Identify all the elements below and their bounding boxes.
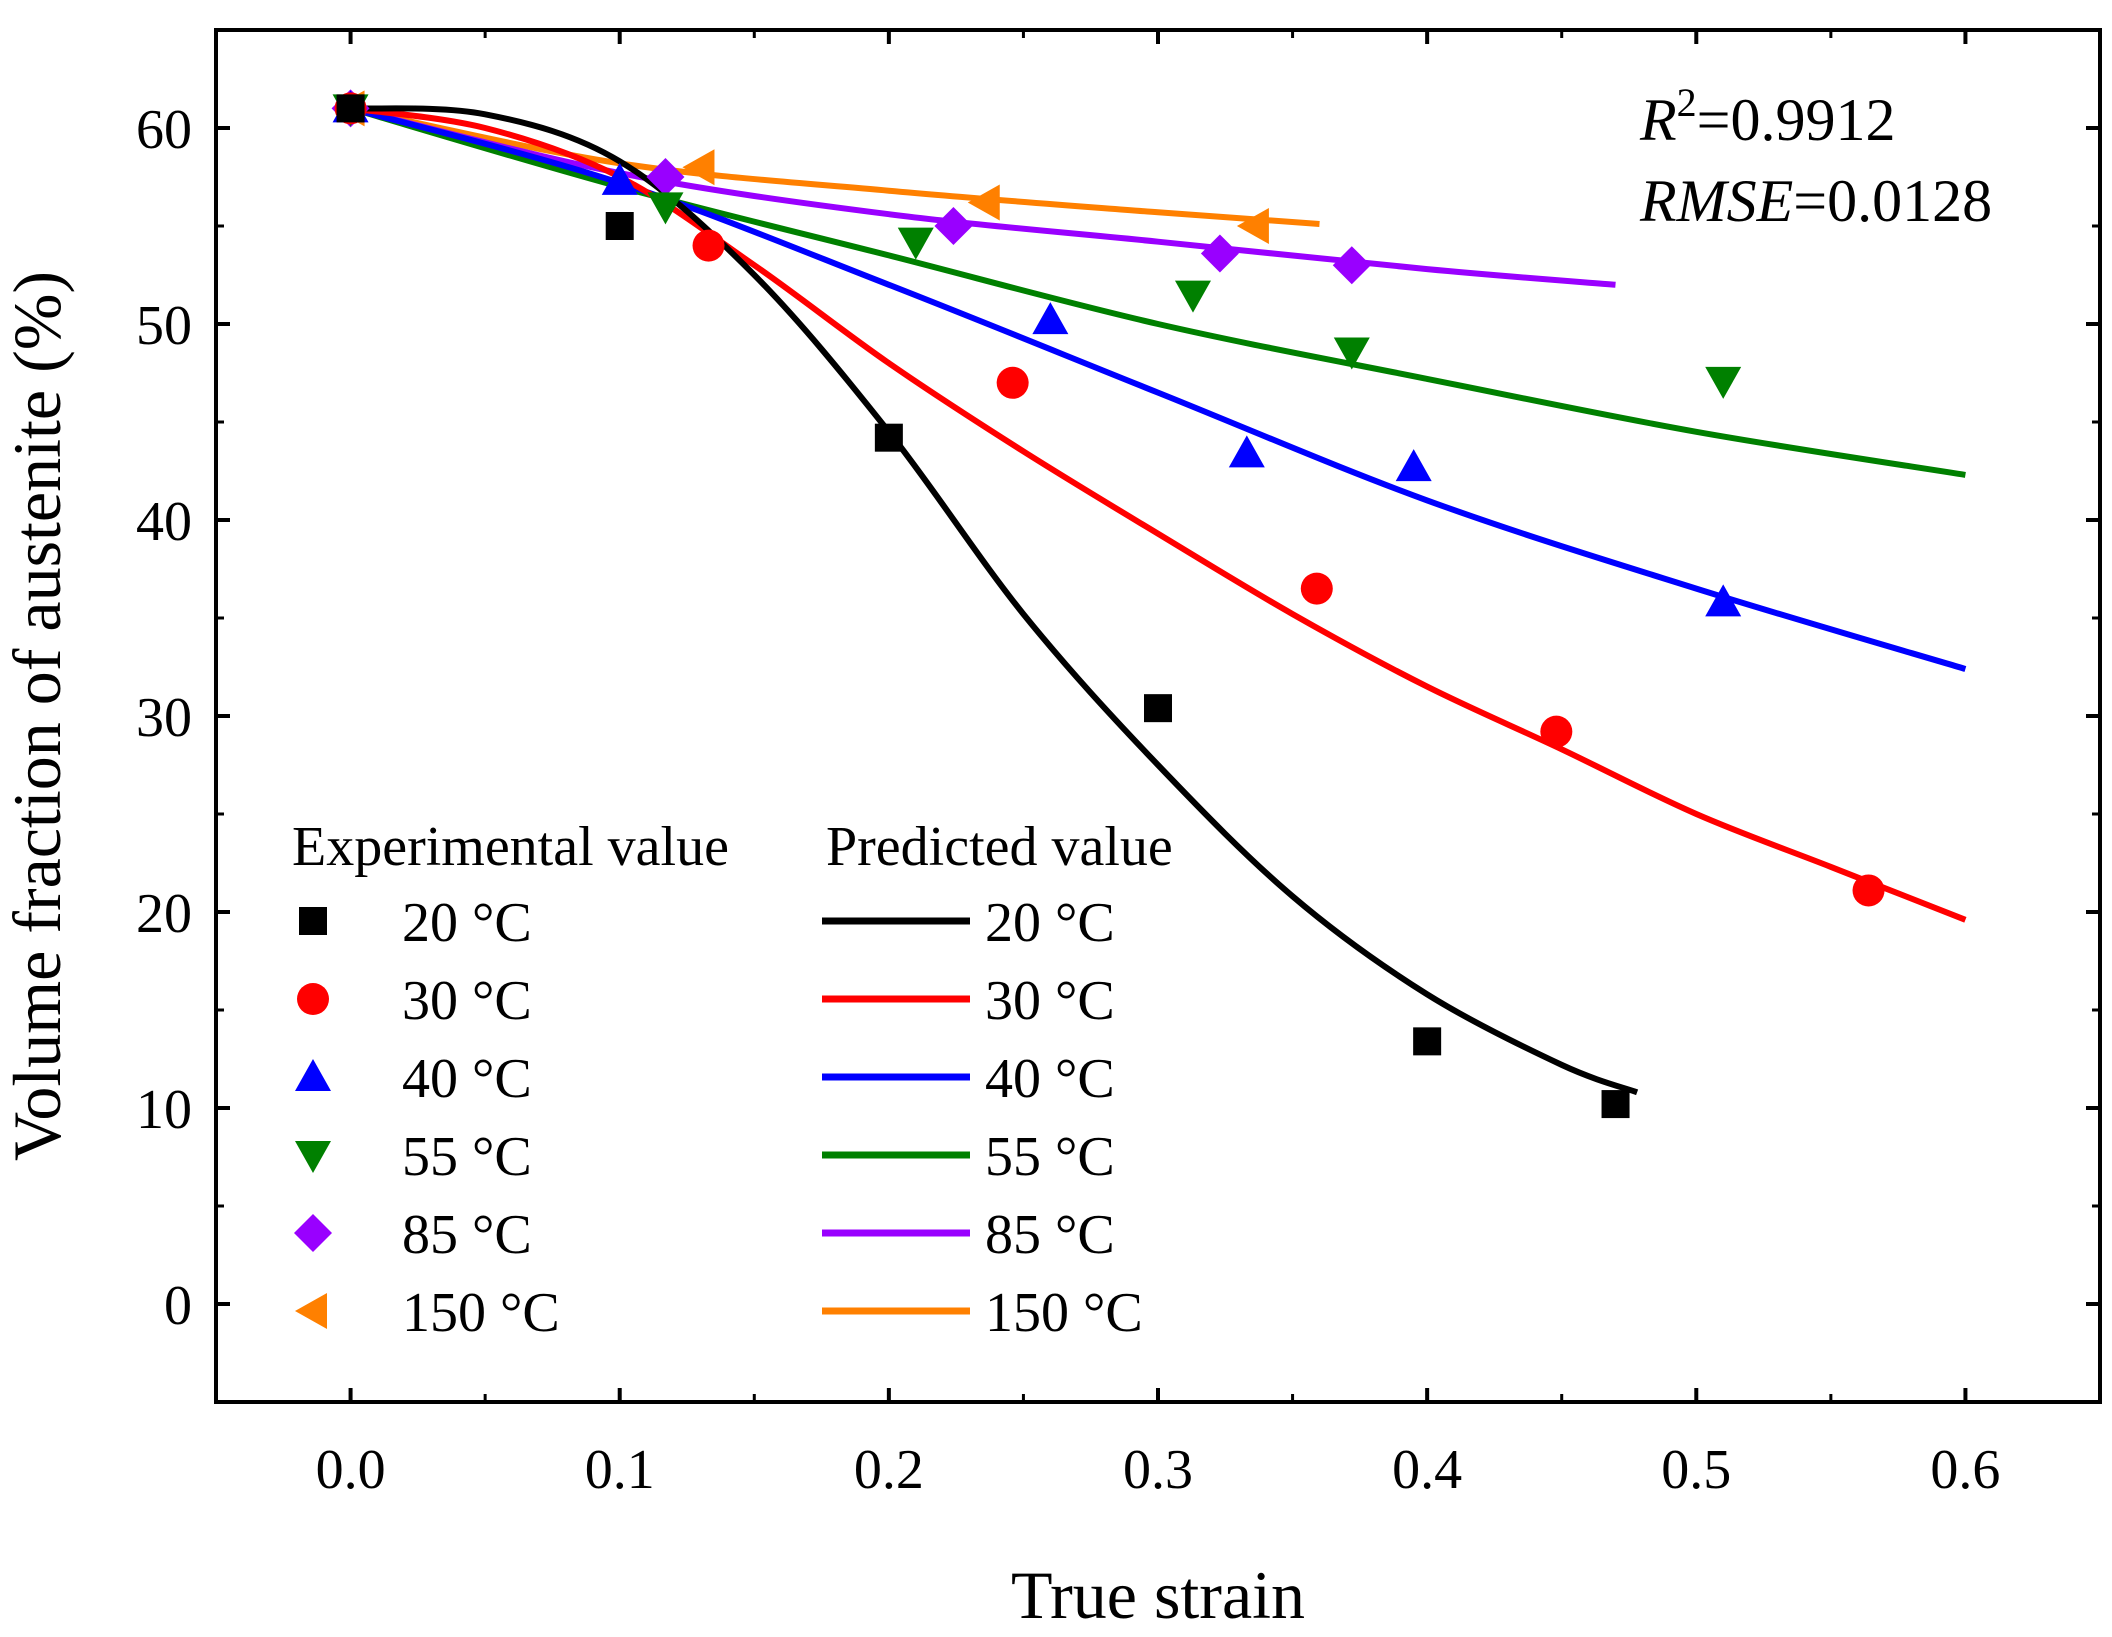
data-point-40CC — [601, 162, 638, 195]
legend-rows: 20 °C 20 °C 30 °C 30 °C 40 °C 40 °C 55 °C 55 °C… — [294, 892, 1143, 1344]
data-point-150CC — [967, 184, 1000, 221]
legend-label-experimental: 30 °C — [402, 970, 532, 1032]
predicted-line-20CC — [350, 105, 1639, 1096]
data-point-55CC — [1333, 337, 1370, 370]
legend-label-predicted: 40 °C — [985, 1048, 1115, 1110]
y-axis-label: Volume fraction of austenite (%) — [0, 271, 75, 1161]
data-point-20CC — [605, 212, 634, 240]
legend-label-experimental: 85 °C — [402, 1204, 532, 1266]
x-axis-label: True strain — [1011, 1557, 1305, 1633]
data-point-40CC — [1032, 302, 1069, 335]
legend-label-predicted: 20 °C — [985, 892, 1115, 954]
r-squared-symbol: R — [1639, 87, 1677, 153]
predicted-line-85CC — [349, 105, 1616, 288]
r-squared-label: R2=0.9912 — [1639, 80, 1896, 153]
predicted-line-150CC — [350, 105, 1320, 227]
data-point-40CC — [1395, 449, 1432, 482]
data-point-40CC — [1228, 435, 1265, 468]
x-tick-label: 0.5 — [1661, 1439, 1731, 1501]
y-tick-label: 30 — [136, 687, 192, 749]
data-point-55CC — [897, 227, 934, 260]
legend: Experimental value Predicted value 20 °C… — [292, 816, 1173, 1344]
data-point-30CC — [1852, 874, 1885, 907]
data-point-20CC — [336, 94, 365, 123]
data-point-20CC — [874, 423, 903, 452]
legend-label-predicted: 55 °C — [985, 1126, 1115, 1188]
data-point-85CC — [934, 207, 973, 245]
data-point-55CC — [1174, 280, 1211, 313]
legend-label-experimental: 150 °C — [402, 1282, 560, 1344]
rmse-value: =0.0128 — [1793, 168, 1992, 234]
data-point-85CC — [646, 158, 685, 196]
plot-layer — [331, 89, 1967, 1119]
data-point-150CC — [1236, 208, 1269, 244]
legend-marker-20CC — [299, 907, 327, 935]
legend-label-predicted: 150 °C — [985, 1282, 1143, 1344]
legend-label-experimental: 55 °C — [402, 1126, 532, 1188]
legend-marker-30CC — [297, 983, 329, 1015]
data-point-40CC — [1705, 584, 1742, 617]
data-point-30CC — [996, 366, 1029, 399]
legend-marker-55CC — [295, 1141, 331, 1173]
y-tick-label: 40 — [136, 491, 192, 553]
x-tick-label: 0.1 — [585, 1439, 655, 1501]
rmse-symbol: RMSE — [1639, 168, 1793, 234]
y-tick-label: 0 — [164, 1275, 192, 1337]
data-point-20CC — [1144, 694, 1172, 723]
x-tick-label: 0.4 — [1392, 1439, 1462, 1501]
legend-marker-85CC — [294, 1214, 332, 1252]
y-tick-label: 20 — [136, 883, 192, 945]
data-point-85CC — [1332, 246, 1371, 285]
data-point-55CC — [1705, 366, 1742, 399]
y-tick-label: 10 — [136, 1079, 192, 1141]
r-squared-superscript: 2 — [1677, 80, 1697, 125]
legend-marker-150CC — [295, 1293, 327, 1329]
data-point-30CC — [1300, 572, 1333, 605]
x-tick-label: 0.0 — [316, 1439, 386, 1501]
y-tick-label: 50 — [136, 295, 192, 357]
legend-label-experimental: 20 °C — [402, 892, 532, 954]
legend-label-experimental: 40 °C — [402, 1048, 532, 1110]
legend-experimental-title: Experimental value — [292, 816, 729, 878]
legend-marker-40CC — [295, 1059, 331, 1091]
y-tick-label: 60 — [136, 99, 192, 161]
x-tick-label: 0.3 — [1123, 1439, 1193, 1501]
rmse-label: RMSE=0.0128 — [1639, 168, 1992, 234]
data-point-30CC — [1540, 715, 1573, 748]
legend-label-predicted: 85 °C — [985, 1204, 1115, 1266]
data-point-30CC — [692, 229, 725, 262]
x-tick-label: 0.6 — [1930, 1439, 2000, 1501]
data-point-20CC — [1413, 1027, 1442, 1056]
legend-predicted-title: Predicted value — [826, 816, 1173, 878]
axes-layer: 0.0 0.1 0.2 0.3 0.4 0.5 0.6 0 10 20 30 40 50 60 — [136, 28, 2100, 1501]
data-point-20CC — [1601, 1090, 1630, 1119]
data-point-85CC — [1200, 234, 1239, 273]
legend-label-predicted: 30 °C — [985, 970, 1115, 1032]
x-tick-label: 0.2 — [854, 1439, 924, 1501]
data-point-55CC — [647, 192, 684, 225]
r-squared-value: =0.9912 — [1697, 87, 1896, 153]
data-point-150CC — [682, 149, 715, 186]
